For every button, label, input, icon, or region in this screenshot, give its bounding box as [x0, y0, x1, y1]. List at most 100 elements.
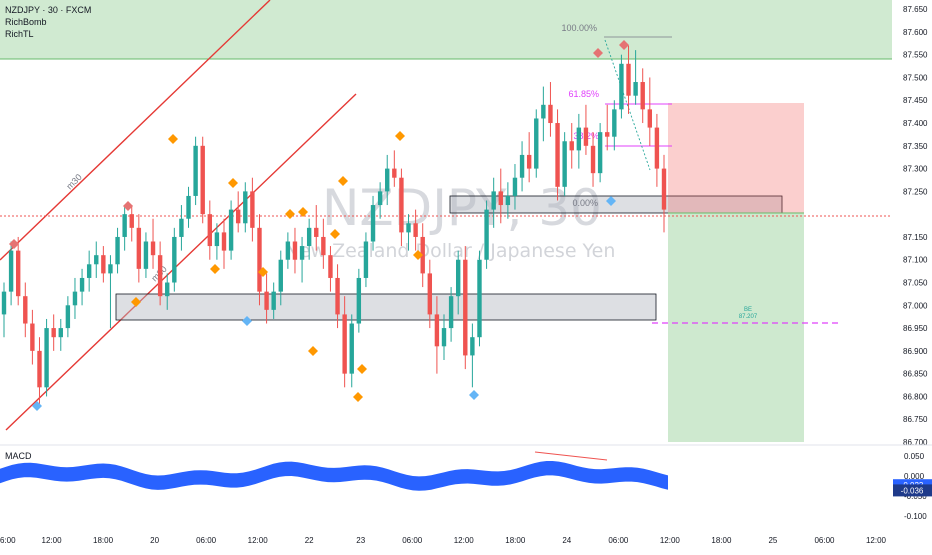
candle [257, 214, 262, 306]
trendline-upper [0, 0, 271, 261]
candle [555, 109, 560, 201]
signal-marker [338, 176, 348, 186]
candle-body [207, 214, 213, 247]
candle-body [505, 195, 511, 206]
candle-body [640, 82, 645, 110]
indicator-richbomb[interactable]: RichBomb [5, 17, 47, 27]
candle [292, 227, 298, 274]
candle [477, 250, 482, 347]
candle [519, 141, 525, 192]
candle-body [200, 145, 205, 215]
candle-body [328, 255, 333, 278]
candle-body [590, 145, 596, 174]
candle [590, 132, 596, 187]
candle [661, 154, 667, 233]
candle-body [23, 296, 28, 324]
candle-body [413, 223, 418, 237]
candle-body [562, 141, 567, 187]
signal-marker [298, 207, 308, 217]
candle [455, 250, 461, 315]
candle [498, 168, 503, 224]
candle-body [477, 259, 482, 338]
candle [15, 236, 21, 306]
candle-body [526, 154, 532, 169]
candle-body [306, 227, 312, 247]
candle [172, 227, 177, 292]
candle [243, 182, 248, 233]
time-tick: 18:00 [93, 536, 114, 545]
candle [200, 136, 205, 224]
signal-marker [619, 40, 629, 50]
candle-body [165, 282, 170, 297]
candle-body [235, 209, 241, 224]
candle-body [512, 177, 518, 196]
candle-body [278, 259, 283, 292]
candle [569, 123, 574, 169]
candle-body [257, 227, 262, 292]
candle [250, 177, 255, 242]
price-tick: 87.400 [903, 119, 928, 128]
signal-marker [285, 209, 295, 219]
candle [207, 200, 213, 260]
candle-body [136, 227, 142, 269]
candle [79, 268, 85, 306]
candle [597, 123, 603, 183]
signal-marker [330, 229, 340, 239]
candle [470, 323, 475, 388]
stop-loss-zone [668, 103, 804, 213]
candle [484, 200, 489, 269]
price-tick: 86.950 [903, 324, 928, 333]
candle-body [491, 191, 496, 210]
candle-body [455, 259, 461, 297]
fib-diagonal [604, 39, 651, 171]
candle [108, 255, 113, 329]
top-green-zone [0, 0, 892, 59]
price-tick: 86.750 [903, 415, 928, 424]
macd-tag-b-bg [893, 484, 932, 497]
candle-body [406, 223, 411, 233]
signal-marker [469, 390, 479, 400]
watermark-description: New Zealand Dollar / Japanese Yen [285, 240, 616, 262]
time-tick: 06:00 [402, 536, 423, 545]
candle-body [129, 214, 134, 228]
candle [186, 186, 191, 228]
candle-body [15, 250, 21, 297]
macd-tick: 0.050 [904, 452, 925, 461]
macd-label: MACD [5, 451, 32, 461]
candle-body [498, 191, 503, 206]
candle-body [661, 168, 667, 210]
signal-marker [258, 267, 268, 277]
candle [583, 104, 589, 155]
signal-marker [395, 131, 405, 141]
candle [228, 200, 234, 260]
candle-body [115, 236, 120, 265]
candle [526, 132, 532, 183]
time-tick: 12:00 [454, 536, 475, 545]
candle-body [555, 123, 560, 187]
candle-body [626, 63, 631, 96]
candle-body [285, 241, 291, 260]
signal-marker [593, 48, 603, 58]
take-profit-zone [668, 213, 804, 442]
price-tick: 86.800 [903, 392, 928, 401]
candles [1, 45, 667, 406]
candle-body [264, 291, 269, 310]
candle [406, 214, 411, 251]
symbol-title[interactable]: NZDJPY · 30 · FXCM [5, 5, 92, 15]
time-tick: 06:00 [196, 536, 217, 545]
candle-body [441, 328, 447, 347]
candle [278, 250, 283, 306]
candle-body [86, 264, 92, 278]
macd-divergence-line [534, 451, 608, 461]
time-tick: 12:00 [866, 536, 887, 545]
candle-body [250, 191, 255, 228]
indicator-richtl[interactable]: RichTL [5, 29, 34, 39]
signal-marker [413, 250, 423, 260]
candle [299, 236, 305, 283]
candle [193, 136, 198, 206]
time-tick: 22 [305, 536, 314, 545]
candle-body [172, 236, 177, 283]
price-tick: 87.300 [903, 165, 928, 174]
